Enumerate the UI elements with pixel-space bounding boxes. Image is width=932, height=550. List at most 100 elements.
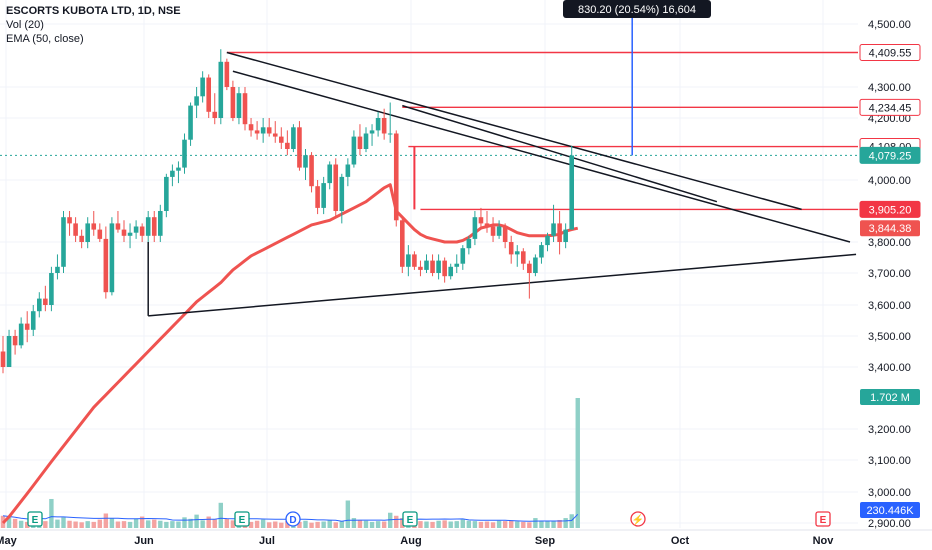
volume-bar [254, 520, 260, 528]
candle-body [448, 266, 453, 277]
price-label-box[interactable] [859, 98, 921, 116]
price-tick-label[interactable]: 4,300.00 [868, 82, 911, 94]
volume-bars [0, 398, 580, 528]
volume-bar [49, 498, 54, 528]
candle-body [363, 133, 369, 149]
volume-bar [230, 520, 236, 528]
price-tick-label[interactable]: 4,200.00 [868, 113, 911, 125]
trendline[interactable] [232, 70, 851, 243]
price-tick-label[interactable]: 3,800.00 [868, 237, 911, 249]
horizontal-levels[interactable] [0, 51, 858, 211]
price-label-text[interactable]: 4,079.25 [869, 150, 912, 162]
split-marker-icon[interactable] [630, 511, 646, 527]
volume-bar [267, 522, 272, 528]
ema-line [1, 183, 579, 525]
candle-body [188, 105, 193, 140]
dividend-marker-icon-glyph[interactable]: D [289, 515, 296, 526]
time-tick-label[interactable]: Oct [671, 535, 690, 547]
event-markers[interactable]: E E D E ⚡ E [27, 511, 831, 527]
time-tick-label[interactable]: Jun [134, 535, 154, 547]
earnings-marker-icon-glyph[interactable]: E [820, 515, 827, 526]
candle-body [79, 235, 84, 242]
candle-body [176, 167, 181, 171]
volume-bar [188, 518, 193, 528]
price-axis[interactable]: 4,500.00 4,300.00 4,200.00 4,000.00 3,800.00… [859, 19, 921, 530]
earnings-marker-icon[interactable] [234, 511, 250, 527]
price-tick-label[interactable]: 3,400.00 [868, 362, 911, 374]
candle-body [551, 223, 556, 236]
time-tick-label[interactable]: May [0, 535, 18, 547]
price-tick-label[interactable]: 2,900.00 [868, 518, 911, 530]
candle-body [24, 323, 30, 330]
candle-body [424, 260, 429, 270]
candle-body [345, 164, 351, 177]
volume-bar [551, 521, 556, 528]
split-marker-icon-glyph[interactable]: ⚡ [632, 513, 644, 526]
price-tick-label[interactable]: 3,500.00 [868, 331, 911, 343]
time-tick-label[interactable]: Nov [813, 535, 835, 547]
volume-bar [61, 517, 66, 528]
earnings-marker-icon[interactable] [815, 511, 831, 527]
price-label-text[interactable]: 4,234.45 [869, 102, 912, 114]
price-tick-label[interactable]: 3,000.00 [868, 487, 911, 499]
time-tick-label[interactable]: Aug [400, 535, 421, 547]
candle-body [297, 127, 302, 168]
price-label-text[interactable]: 3,905.20 [869, 204, 912, 216]
candle-body [430, 260, 435, 273]
dividend-marker-icon[interactable] [285, 511, 301, 527]
price-tick-label[interactable]: 3,700.00 [868, 268, 911, 280]
earnings-marker-icon-glyph[interactable]: E [239, 515, 246, 526]
candle-body [339, 176, 345, 211]
candle-body [545, 235, 550, 246]
volume-bar [460, 519, 465, 528]
measure-tooltip-box[interactable] [563, 0, 711, 18]
earnings-marker-icon-glyph[interactable]: E [32, 515, 39, 526]
trendline[interactable] [402, 104, 718, 203]
trendline[interactable] [148, 253, 857, 317]
candle-body [484, 223, 490, 227]
ema-value-box[interactable] [860, 220, 920, 237]
candle-body [406, 254, 411, 267]
price-tick-label[interactable]: 3,100.00 [868, 455, 911, 467]
candle-body [121, 229, 127, 236]
candle-body [351, 136, 357, 165]
measure-tool[interactable]: 830.20 (20.54%) 16,604 [563, 0, 711, 156]
volume-label-box[interactable] [860, 389, 920, 405]
price-label-box[interactable] [859, 43, 921, 61]
candle-body [393, 133, 399, 221]
candle-body [236, 93, 242, 118]
price-tick-label[interactable]: 3,600.00 [868, 300, 911, 312]
price-tick-label[interactable]: 4,500.00 [868, 19, 911, 31]
candle-body [206, 77, 211, 112]
time-tick-label[interactable]: Jul [259, 535, 275, 547]
trendlines[interactable] [147, 51, 857, 317]
price-label-box[interactable] [859, 200, 921, 218]
price-tick-label[interactable]: 4,000.00 [868, 175, 911, 187]
volume-bar [363, 520, 369, 528]
volume-label-text[interactable]: 1.702 M [870, 392, 910, 404]
price-label-box[interactable] [859, 146, 921, 164]
candle-body [387, 133, 393, 135]
candle-body [260, 127, 266, 134]
trendline[interactable] [226, 51, 802, 211]
symbol-title[interactable]: ESCORTS KUBOTA LTD, 1D, NSE [6, 5, 181, 17]
price-label-text[interactable]: 4,409.55 [869, 47, 912, 59]
candle-body [442, 260, 447, 277]
volume-bar [515, 521, 520, 528]
earnings-marker-icon[interactable] [402, 511, 418, 527]
measure-tooltip-text[interactable]: 830.20 (20.54%) 16,604 [578, 4, 696, 16]
earnings-marker-icon-glyph[interactable]: E [407, 515, 414, 526]
volume-indicator-label[interactable]: Vol (20) [6, 19, 44, 31]
volume-bar [182, 517, 187, 528]
ema-indicator-label[interactable]: EMA (50, close) [6, 33, 84, 45]
ema-value-text[interactable]: 3,844.38 [869, 223, 912, 235]
volume-ma-label-text[interactable]: 230.446K [866, 505, 914, 517]
volume-ma-label-box[interactable] [860, 502, 920, 518]
volume-bar [146, 520, 151, 528]
volume-bar [454, 521, 459, 528]
price-tick-label[interactable]: 3,200.00 [868, 424, 911, 436]
time-tick-label[interactable]: Sep [535, 535, 555, 547]
time-axis[interactable]: May Jun Jul Aug Sep Oct Nov [0, 529, 932, 547]
earnings-marker-icon[interactable] [27, 511, 43, 527]
